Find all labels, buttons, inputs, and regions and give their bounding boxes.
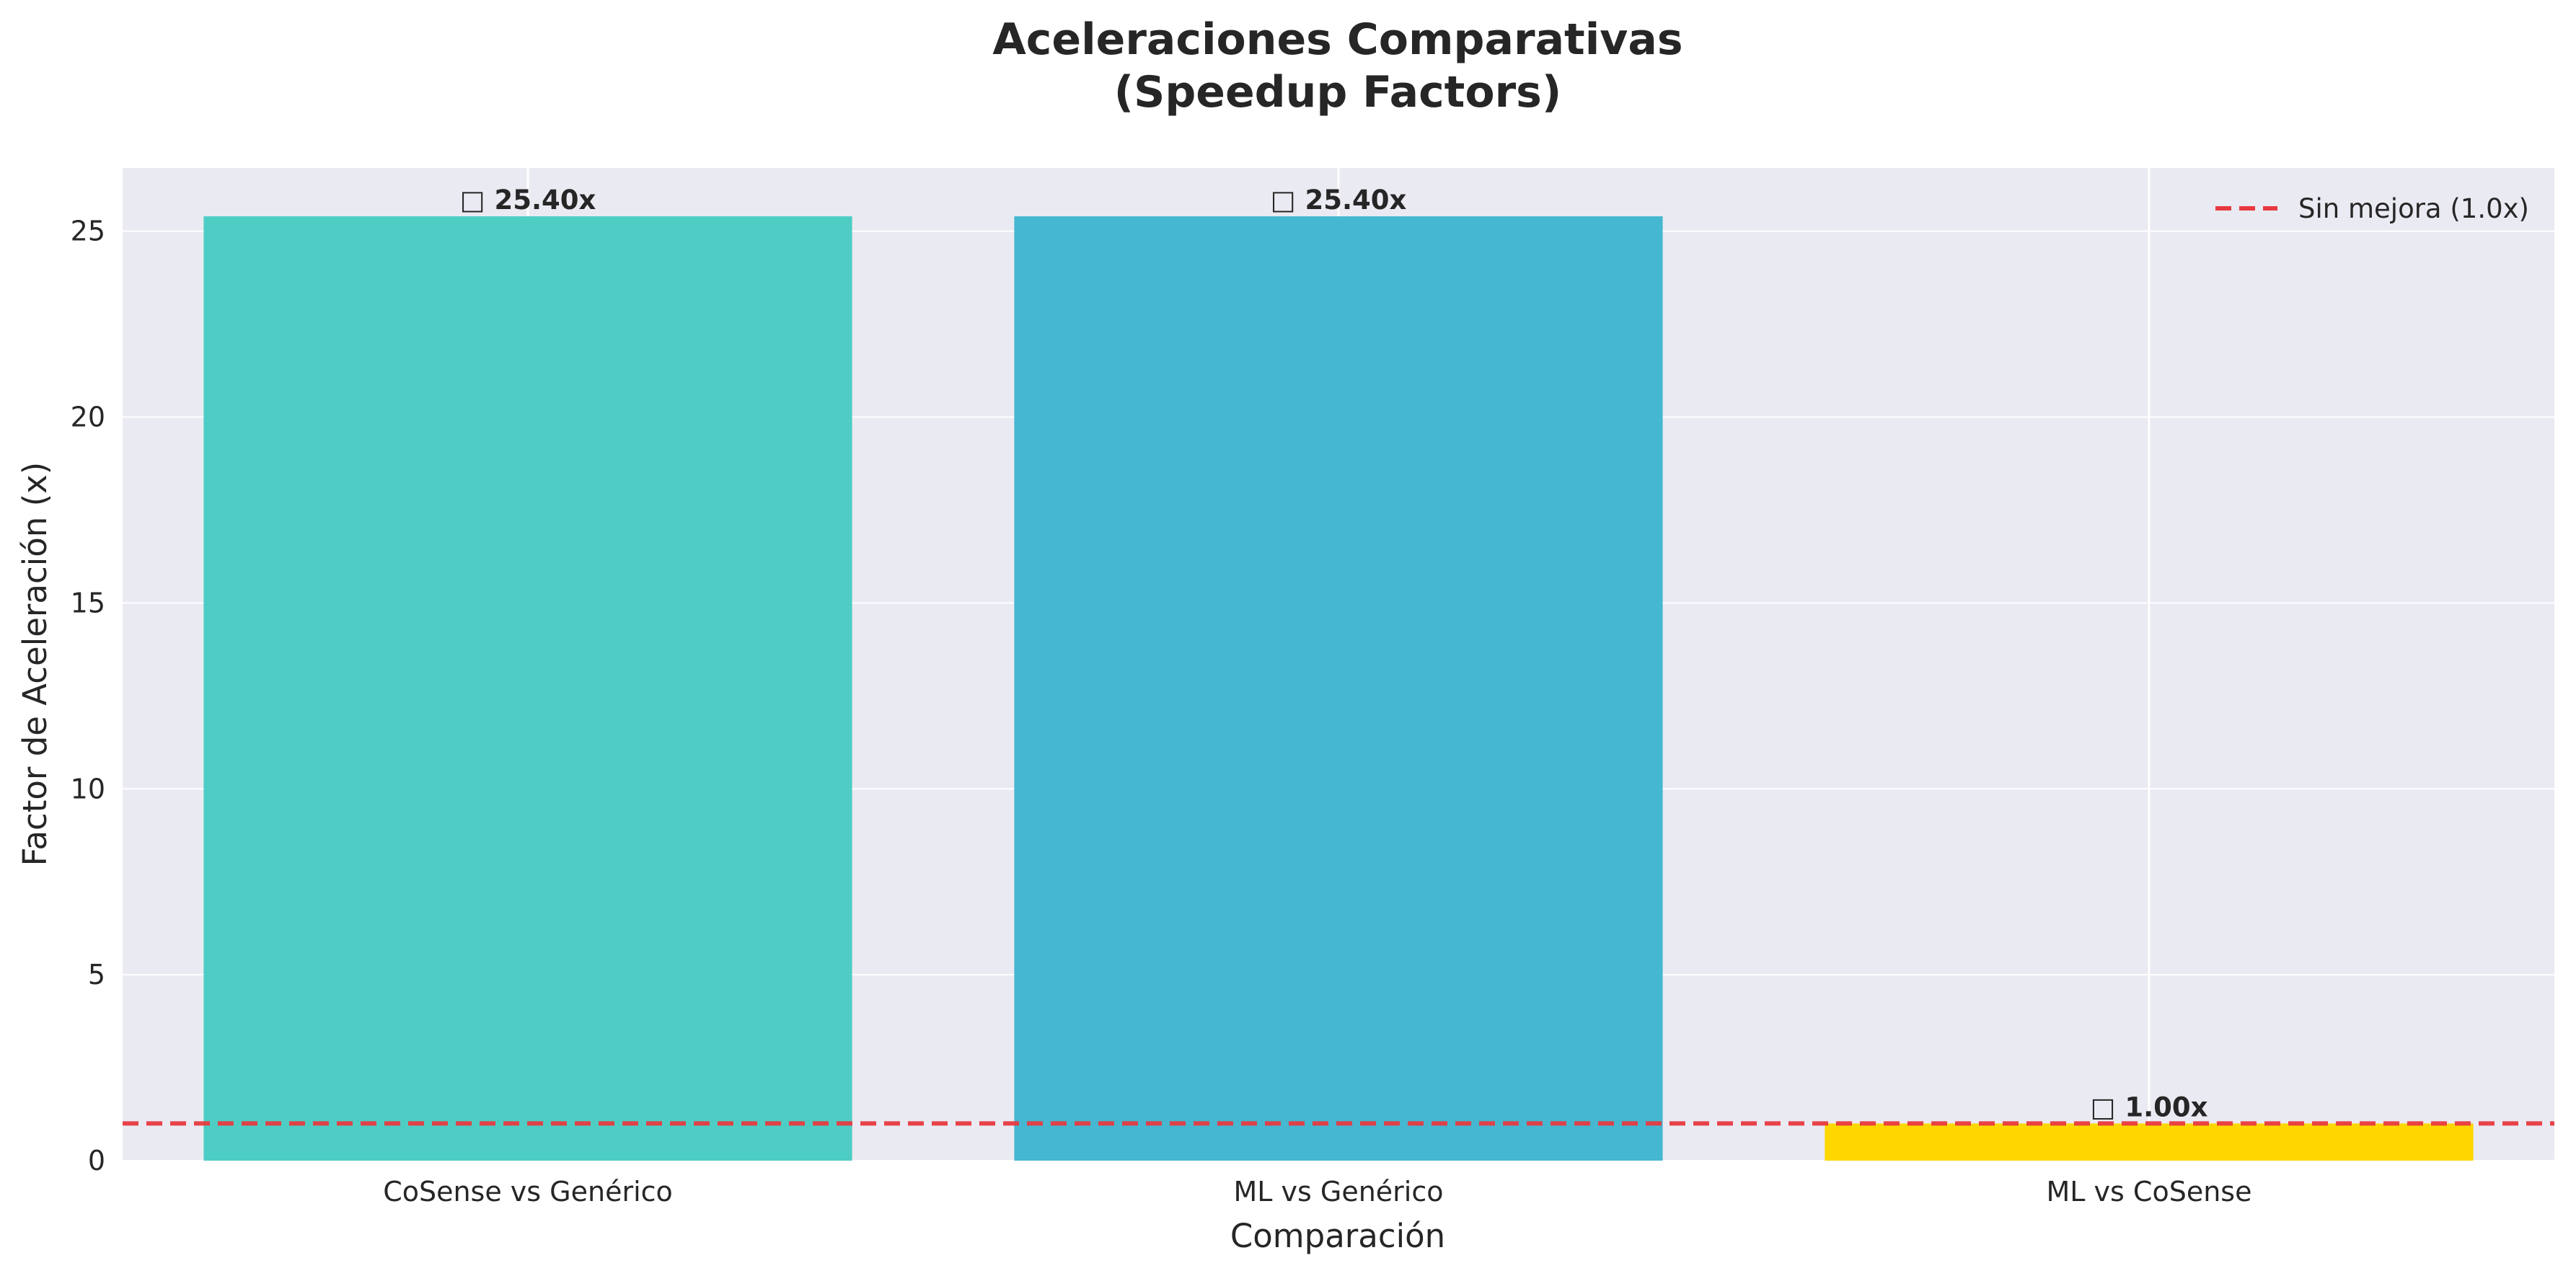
- x-tick-labels: CoSense vs Genérico ML vs Genérico ML vs C…: [383, 1176, 2251, 1208]
- y-tick-label: 15: [71, 587, 105, 619]
- bar: [1014, 216, 1663, 1161]
- x-axis-label: Comparación: [1230, 1217, 1445, 1255]
- y-tick-labels: 0 5 10 15 20 25: [71, 216, 105, 1177]
- chart-title-line-1: Aceleraciones Comparativas: [992, 14, 1682, 65]
- bar: [1825, 1123, 2474, 1161]
- value-labels: □ 25.40x □ 25.40x □ 1.00x: [460, 185, 2208, 1122]
- y-tick-label: 25: [71, 216, 105, 247]
- y-tick-label: 5: [88, 959, 105, 991]
- bar: [203, 216, 852, 1161]
- chart-title-line-2: (Speedup Factors): [1114, 67, 1562, 118]
- legend-label-reference: Sin mejora (1.0x): [2298, 193, 2529, 224]
- x-tick-label: CoSense vs Genérico: [383, 1176, 673, 1208]
- y-tick-label: 0: [88, 1145, 105, 1177]
- y-tick-label: 20: [71, 402, 105, 433]
- legend: Sin mejora (1.0x): [2215, 193, 2529, 224]
- bar-value-label: □ 25.40x: [460, 185, 596, 216]
- y-tick-label: 10: [71, 773, 105, 805]
- x-tick-label: ML vs CoSense: [2047, 1176, 2252, 1208]
- bar-value-label: □ 1.00x: [2091, 1091, 2208, 1122]
- x-tick-label: ML vs Genérico: [1233, 1176, 1443, 1208]
- y-axis-label: Factor de Aceleración (x): [16, 462, 54, 867]
- bar-value-label: □ 25.40x: [1271, 185, 1407, 216]
- bars: [203, 216, 2474, 1161]
